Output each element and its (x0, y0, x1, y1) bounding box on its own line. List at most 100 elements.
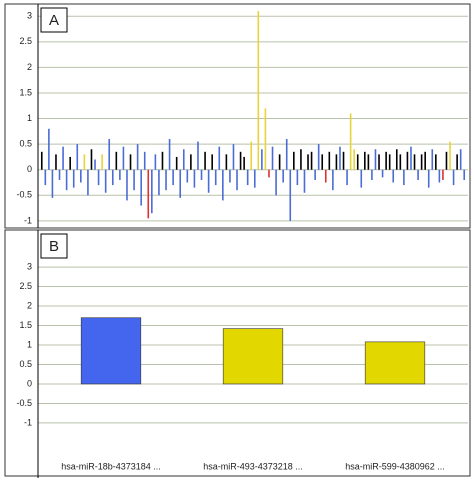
bar (193, 169, 196, 188)
y-tick-label: -1 (24, 417, 32, 427)
y-tick-label: 1.5 (19, 320, 32, 330)
bar (62, 146, 64, 170)
bar (275, 169, 277, 196)
bar (168, 139, 171, 170)
bar (449, 141, 451, 170)
bar (83, 154, 86, 170)
bar (111, 169, 114, 186)
bar (214, 169, 217, 186)
bar (147, 169, 150, 219)
bar (190, 154, 192, 170)
bar (364, 341, 426, 385)
panel-label: B (49, 238, 59, 255)
bar (158, 169, 160, 196)
bar (268, 169, 270, 178)
x-tick-label: hsa-miR-493-4373218 ... (203, 461, 303, 471)
bar (65, 169, 68, 191)
bar (175, 156, 178, 170)
bar (69, 156, 71, 170)
bar (367, 154, 370, 170)
bar (143, 151, 146, 170)
bar (438, 169, 441, 183)
bar (388, 154, 391, 170)
bar (459, 149, 462, 170)
bar (328, 151, 331, 170)
bar (310, 151, 313, 170)
bar (342, 151, 345, 170)
bar (172, 169, 174, 186)
y-tick-label: 0 (27, 164, 32, 174)
y-tick-label: 0.5 (19, 359, 32, 369)
bar (321, 154, 324, 170)
bar (222, 328, 284, 385)
bar (48, 128, 50, 170)
bar (353, 149, 355, 170)
bar (424, 151, 426, 170)
bar (442, 169, 444, 180)
bar (271, 146, 274, 170)
bar (335, 154, 338, 170)
y-tick-label: 0.5 (19, 139, 32, 149)
bar (300, 149, 302, 170)
bar (364, 151, 366, 170)
panel-label: A (49, 12, 59, 29)
bar (104, 169, 107, 193)
bar (225, 154, 228, 170)
y-tick-label: -0.5 (16, 398, 32, 408)
bar (211, 154, 213, 170)
bar (122, 146, 125, 170)
y-tick-label: 0 (27, 378, 32, 388)
bar (207, 169, 210, 193)
bar (381, 169, 384, 178)
bar (278, 154, 281, 170)
bar (403, 169, 405, 186)
bar (161, 151, 164, 170)
panel-label-box (40, 233, 68, 259)
bar (108, 139, 111, 170)
bar (253, 169, 256, 188)
bar (179, 169, 182, 198)
bar (87, 169, 89, 196)
bar (296, 169, 299, 186)
bar (136, 144, 139, 170)
bar (395, 149, 398, 170)
bar (115, 151, 118, 170)
y-tick-label: 3 (27, 11, 32, 21)
bar (385, 151, 387, 170)
bar (303, 169, 306, 193)
bar (94, 159, 96, 170)
bar (44, 169, 47, 186)
bar (406, 151, 409, 170)
bar (243, 156, 245, 170)
bar (257, 11, 260, 170)
y-tick-label: 2 (27, 62, 32, 72)
bar (264, 108, 267, 170)
bar (456, 154, 458, 170)
bar (72, 169, 75, 188)
bar (431, 149, 434, 170)
bar (346, 169, 348, 186)
panel-frame (4, 3, 471, 229)
y-tick-label: 1.5 (19, 87, 32, 97)
bar (371, 169, 373, 180)
bar (151, 169, 153, 214)
bar (101, 154, 103, 170)
bar (182, 149, 185, 170)
y-tick-label: 2 (27, 300, 32, 310)
bar (452, 169, 455, 186)
bar (129, 154, 132, 170)
bar (186, 169, 189, 183)
bar (427, 169, 430, 188)
bar (261, 149, 263, 170)
bar (360, 169, 363, 188)
x-tick-label: hsa-miR-599-4380962 ... (345, 461, 445, 471)
bar (40, 151, 43, 170)
bar (317, 144, 320, 170)
bar (410, 146, 412, 170)
y-tick-label: 3 (27, 261, 32, 271)
bar (229, 169, 231, 183)
bar (392, 169, 395, 183)
bar (250, 141, 253, 170)
bar (332, 169, 334, 191)
